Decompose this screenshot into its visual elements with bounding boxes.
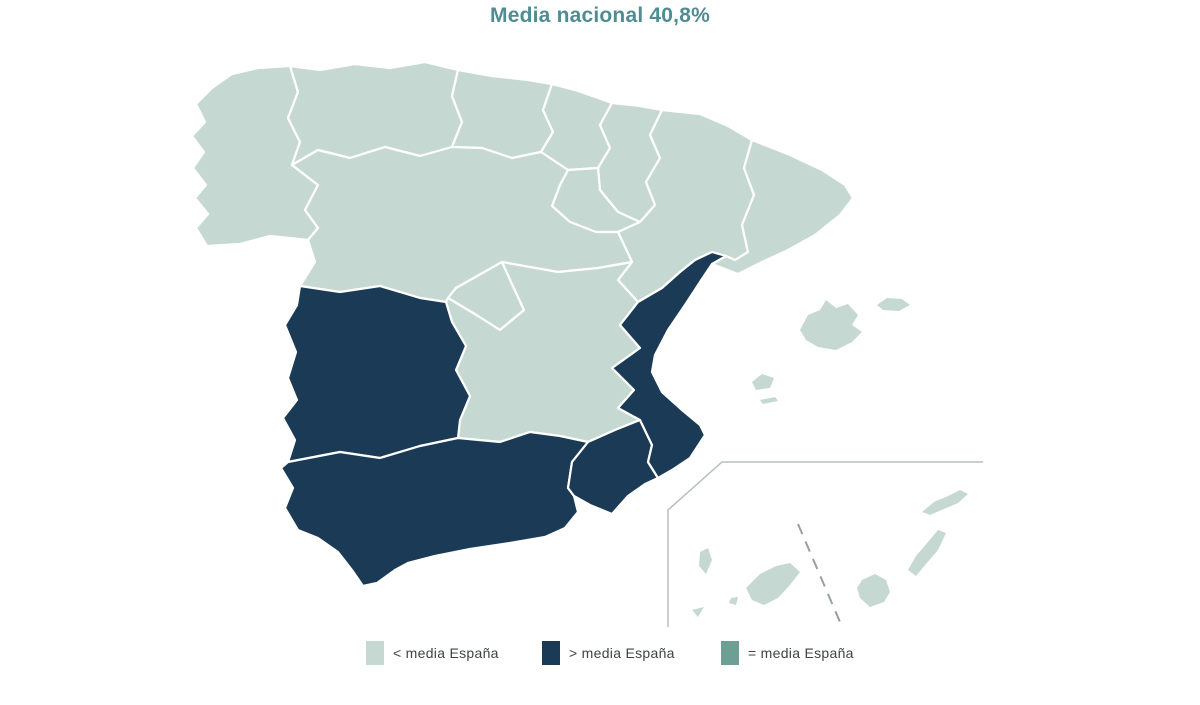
legend: < media España > media España = media Es… (0, 641, 1200, 671)
map-title: Media nacional 40,8% (490, 4, 710, 27)
region-comunidad-valenciana[interactable] (610, 250, 728, 480)
region-extremadura[interactable] (281, 284, 472, 464)
legend-item-above-average: > media España (542, 641, 675, 665)
legend-label-equal-average: = media España (748, 645, 854, 661)
island-el-hierro (692, 607, 704, 617)
island-menorca (877, 298, 910, 311)
legend-item-equal-average: = media España (721, 641, 854, 665)
legend-label-above-average: > media España (569, 645, 675, 661)
canary-province-divider-line (797, 523, 841, 623)
region-baleares[interactable] (752, 298, 910, 404)
island-fuerteventura (908, 530, 946, 576)
region-cataluna[interactable] (710, 138, 855, 276)
island-mallorca (800, 300, 862, 350)
legend-swatch-equal-average (721, 641, 739, 665)
island-tenerife (746, 563, 800, 605)
canary-inset-border (667, 461, 983, 627)
island-gran-canaria (857, 574, 890, 607)
region-andalucia[interactable] (279, 430, 590, 588)
island-ibiza (752, 374, 774, 390)
legend-swatch-below-average (366, 641, 384, 665)
legend-item-below-average: < media España (366, 641, 499, 665)
island-la-gomera (729, 597, 738, 605)
island-formentera (760, 397, 778, 404)
legend-label-below-average: < media España (393, 645, 499, 661)
island-lanzarote (922, 490, 968, 515)
legend-swatch-above-average (542, 641, 560, 665)
island-la-palma (699, 548, 712, 574)
region-cantabria[interactable] (450, 68, 555, 160)
region-canarias[interactable] (692, 490, 968, 617)
